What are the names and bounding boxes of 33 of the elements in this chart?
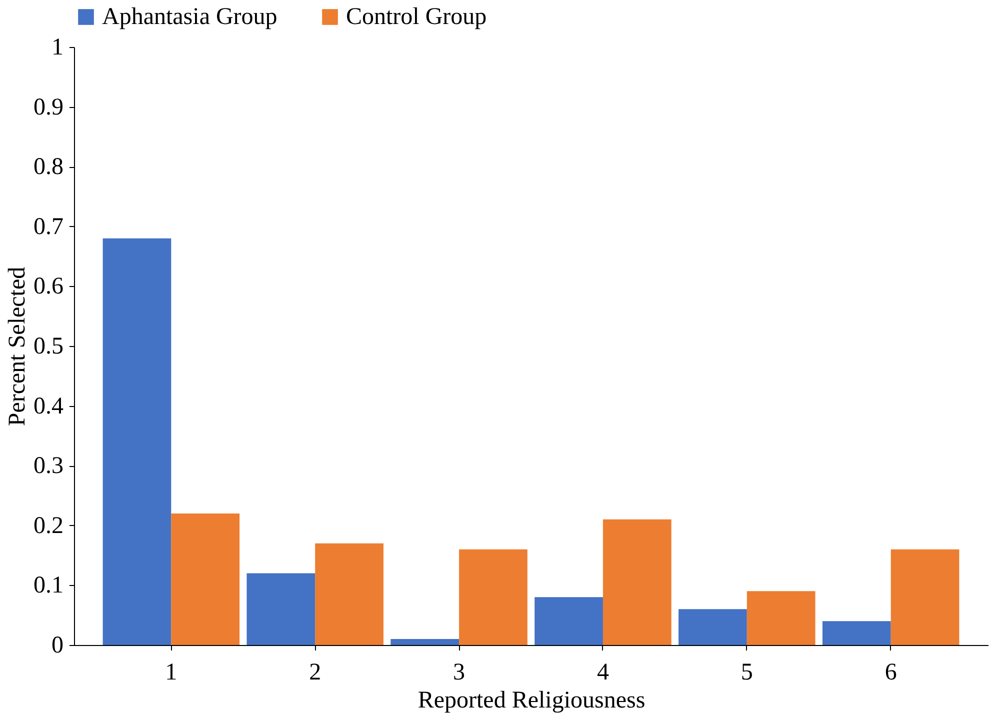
y-tick-label: 0: [52, 632, 64, 658]
y-tick-label: 0.6: [34, 274, 64, 300]
x-tick-label: 4: [596, 660, 609, 686]
legend-label: Aphantasia Group: [102, 4, 278, 30]
bar: [171, 513, 240, 645]
y-axis-title: Percent Selected: [4, 266, 30, 426]
y-tick-label: 0.5: [34, 334, 64, 360]
legend-label: Control Group: [346, 4, 487, 30]
y-tick-label: 0.1: [34, 572, 64, 599]
bar: [746, 591, 816, 645]
bar: [459, 549, 528, 645]
y-tick-label: 0.8: [34, 154, 64, 180]
x-tick-label: 6: [884, 660, 897, 686]
bar: [315, 543, 384, 645]
bar: [890, 549, 960, 645]
x-tick-label: 2: [309, 660, 322, 686]
bar: [390, 639, 460, 645]
bar: [102, 238, 172, 645]
bar: [534, 597, 603, 645]
y-tick-label: 0.3: [34, 453, 64, 480]
x-axis-title: Reported Religiousness: [418, 688, 646, 714]
x-tick-label: 5: [740, 660, 753, 686]
x-tick-label: 3: [453, 660, 466, 686]
y-tick-label: 0.4: [34, 393, 64, 420]
y-tick-label: 0.2: [34, 512, 64, 539]
y-tick-label: 0.7: [34, 214, 64, 240]
y-tick-label: 1: [52, 34, 64, 60]
bar: [678, 609, 747, 645]
bar: [602, 519, 672, 645]
x-tick-label: 1: [165, 660, 178, 686]
bar: [822, 621, 891, 645]
y-tick-label: 0.9: [34, 94, 64, 120]
bar: [246, 573, 316, 645]
